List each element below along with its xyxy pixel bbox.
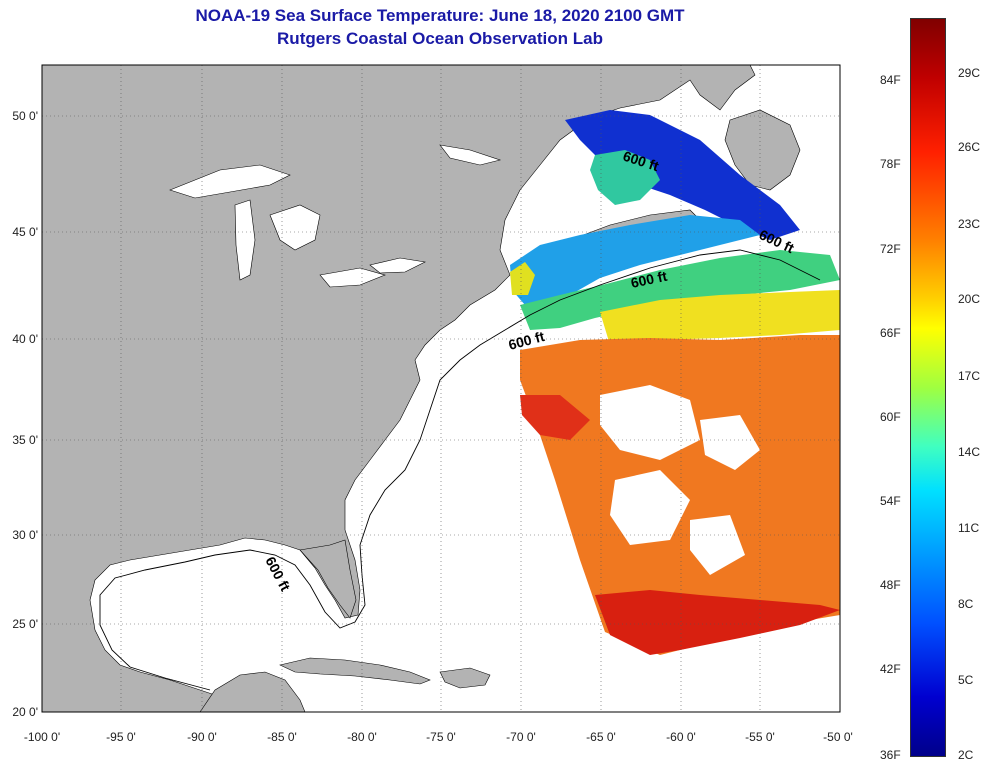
isobath-label: 600 ft bbox=[629, 268, 668, 291]
sst-gulf-maine bbox=[510, 215, 760, 310]
title-line-2: Rutgers Coastal Ocean Observation Lab bbox=[277, 29, 603, 48]
celsius-label: 17C bbox=[958, 369, 981, 383]
sst-colorbar bbox=[910, 18, 946, 757]
fahrenheit-label: 84F bbox=[880, 73, 901, 87]
title-line-1: NOAA-19 Sea Surface Temperature: June 18… bbox=[195, 6, 685, 25]
land-hispaniola bbox=[439, 667, 491, 689]
fahrenheit-label: 42F bbox=[880, 662, 901, 676]
celsius-label: 8C bbox=[958, 597, 974, 611]
lon-label: -80 0' bbox=[347, 730, 377, 744]
celsius-label: 11C bbox=[958, 521, 980, 535]
isobath-600ft bbox=[99, 249, 821, 691]
lat-label: 40 0' bbox=[12, 332, 38, 346]
land-florida bbox=[299, 539, 357, 619]
lat-label: 25 0' bbox=[12, 617, 38, 631]
lat-label: 35 0' bbox=[12, 433, 38, 447]
lat-label: 30 0' bbox=[12, 528, 38, 542]
lon-label: -60 0' bbox=[666, 730, 696, 744]
lat-label: 50 0' bbox=[12, 109, 38, 123]
lat-label: 45 0' bbox=[12, 225, 38, 239]
fahrenheit-label: 48F bbox=[880, 578, 901, 592]
land-cuba bbox=[279, 657, 431, 685]
lon-label: -85 0' bbox=[267, 730, 297, 744]
celsius-label: 29C bbox=[958, 66, 981, 80]
celsius-label: 5C bbox=[958, 673, 974, 687]
celsius-label: 2C bbox=[958, 748, 974, 762]
celsius-label: 20C bbox=[958, 292, 981, 306]
sst-yellow-band bbox=[600, 290, 840, 345]
fahrenheit-label: 60F bbox=[880, 410, 901, 424]
lat-label: 20 0' bbox=[12, 705, 38, 719]
sst-swath-red-south bbox=[595, 590, 840, 655]
land-newfoundland bbox=[724, 109, 801, 191]
sst-gulf-st-lawrence bbox=[565, 110, 800, 240]
sst-maine-yellow bbox=[510, 262, 535, 295]
lon-label: -70 0' bbox=[506, 730, 536, 744]
lon-label: -55 0' bbox=[745, 730, 775, 744]
land-yucatan bbox=[199, 671, 306, 712]
cloud-gaps bbox=[600, 385, 760, 575]
graticule bbox=[42, 65, 840, 712]
lon-label: -95 0' bbox=[106, 730, 136, 744]
sst-gulf-inner bbox=[590, 150, 660, 205]
sst-swath-red-north bbox=[520, 395, 590, 440]
fahrenheit-label: 78F bbox=[880, 157, 901, 171]
fahrenheit-label: 54F bbox=[880, 494, 901, 508]
lon-label: -100 0' bbox=[24, 730, 60, 744]
lon-label: -75 0' bbox=[426, 730, 456, 744]
lon-label: -65 0' bbox=[586, 730, 616, 744]
great-lakes bbox=[169, 144, 502, 288]
fahrenheit-label: 72F bbox=[880, 242, 901, 256]
celsius-label: 26C bbox=[958, 140, 981, 154]
celsius-label: 23C bbox=[958, 217, 981, 231]
fahrenheit-label: 66F bbox=[880, 326, 901, 340]
lon-label: -50 0' bbox=[823, 730, 853, 744]
celsius-label: 14C bbox=[958, 445, 981, 459]
lon-label: -90 0' bbox=[187, 730, 217, 744]
fahrenheit-label: 36F bbox=[880, 748, 901, 762]
